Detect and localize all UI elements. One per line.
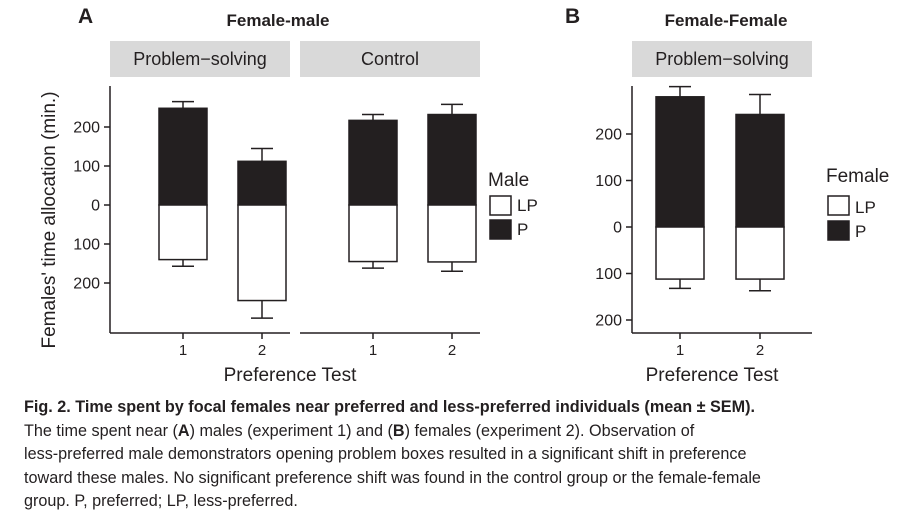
panel-a-control-test-1-x-tick-label: 1: [369, 342, 377, 359]
legend-a-title: Male: [488, 170, 529, 191]
figure-2: A Female-male B Female-Female Problem−so…: [39, 5, 889, 386]
panel-a-y-tick-label-2: 0: [91, 198, 100, 215]
legend-b-label-lp: LP: [855, 198, 876, 217]
legend-a-swatch-lp: [489, 195, 512, 216]
caption-ref-a: A: [177, 421, 190, 440]
panel-a-control-test-2-bar-p: [427, 113, 477, 206]
panel-a-title: Female-male: [227, 11, 330, 30]
panel-b-y-tick-label-4: 200: [595, 127, 622, 144]
panel-a-problem-solving-test-2-bar-p: [237, 160, 287, 206]
panel-a-control-test-2-bar-lp: [427, 204, 477, 263]
panel-b-y-tick-label-2: 0: [613, 220, 622, 237]
caption-text-1c: ) males (experiment 1) and (: [189, 421, 393, 440]
x-axis-title-b: Preference Test: [646, 365, 779, 386]
legend-b-label-p: P: [855, 222, 866, 241]
panel-a-plot: 200 100 0 100 200 1 2 1 2: [73, 100, 477, 359]
panel-a-y-tick-label-0: 200: [73, 276, 100, 293]
caption-ref-b: B: [392, 421, 405, 440]
panel-b-problem-solving-test-2-bar-lp: [735, 226, 785, 280]
caption-text-1a: The time spent near (: [24, 421, 178, 440]
panel-b-problem-solving-test-2-x-tick-label: 2: [756, 342, 764, 359]
facet-strip-a-problem-solving: [110, 41, 290, 77]
facet-label-a-problem-solving: Problem−solving: [133, 49, 267, 69]
caption-line-3: toward these males. No significant prefe…: [24, 468, 761, 487]
panel-b-plot: 200 100 0 100 200 1 2: [595, 85, 785, 359]
legend-a-label-p: P: [517, 220, 528, 239]
legend-a-label-lp: LP: [517, 196, 538, 215]
caption-line-4: group. P, preferred; LP, less-preferred.: [24, 492, 298, 510]
figure-caption: Fig. 2. Time spent by focal females near…: [24, 396, 904, 514]
panel-b-title: Female-Female: [665, 11, 788, 30]
caption-line-title: Fig. 2. Time spent by focal females near…: [24, 396, 904, 420]
panel-a-control-test-1-bar-p: [348, 119, 398, 206]
facet-strip-a-control: [300, 41, 480, 77]
panel-b-problem-solving-test-2-bar-p: [735, 113, 785, 228]
panel-b-y-tick-label-3: 100: [595, 173, 622, 190]
panel-a-problem-solving-test-2-x-tick-label: 2: [258, 342, 266, 359]
panel-b-y-tick-label-0: 200: [595, 313, 622, 330]
panel-a-problem-solving-test-1-bar-lp: [158, 204, 208, 261]
panel-a-problem-solving-test-2-bar-lp: [237, 204, 287, 302]
panel-a-control-test-1-bar-lp: [348, 204, 398, 263]
panel-b-y-tick-label-1: 100: [595, 266, 622, 283]
facet-label-a-control: Control: [361, 49, 419, 69]
facet-label-b-problem-solving: Problem−solving: [655, 49, 789, 69]
legend-b-title: Female: [826, 166, 889, 187]
caption-title: Fig. 2. Time spent by focal females near…: [24, 398, 755, 416]
panel-a-y-tick-label-1: 100: [73, 237, 100, 254]
caption-line-1: The time spent near (A) males (experimen…: [24, 420, 904, 444]
panel-a-problem-solving-test-1-bar-p: [158, 107, 208, 206]
panel-a-control-test-2-x-tick-label: 2: [448, 342, 456, 359]
caption-text-1e: ) females (experiment 2). Observation of: [404, 421, 695, 440]
panel-b-problem-solving-test-1-x-tick-label: 1: [676, 342, 684, 359]
y-axis-title: Females' time allocation (min.): [39, 91, 60, 348]
facet-strip-b-problem-solving: [632, 41, 812, 77]
caption-line-2: less-preferred male demonstrators openin…: [24, 445, 747, 463]
panel-letter-b: B: [565, 5, 580, 28]
panel-letter-a: A: [78, 5, 93, 28]
panel-a-y-tick-label-3: 100: [73, 159, 100, 176]
panel-a-problem-solving-test-1-x-tick-label: 1: [179, 342, 187, 359]
legend-b-swatch-p: [827, 220, 850, 241]
panel-b-problem-solving-test-1-bar-p: [655, 96, 705, 228]
panel-a-y-tick-label-4: 200: [73, 120, 100, 137]
legend-b-swatch-lp: [827, 195, 850, 216]
legend-a-swatch-p: [489, 219, 512, 240]
x-axis-title-a: Preference Test: [224, 365, 357, 386]
panel-b-problem-solving-test-1-bar-lp: [655, 226, 705, 280]
